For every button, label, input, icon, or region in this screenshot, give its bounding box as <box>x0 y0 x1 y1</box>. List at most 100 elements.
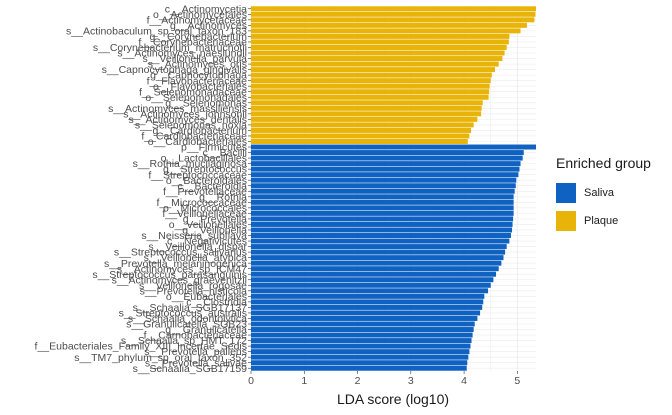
bar <box>251 260 502 266</box>
y-tick-label: s__Prevotella_pallens <box>144 346 247 358</box>
bar <box>251 299 484 305</box>
x-tick-label: 5 <box>514 375 520 387</box>
y-tick-label: g__Cardiobacterium <box>152 125 247 137</box>
y-tick-label: s__Veillonella_parvula <box>143 53 248 65</box>
bar <box>251 288 489 294</box>
y-tick-label: s__Actinomyces_sp_ICM47 <box>117 263 247 275</box>
bar <box>251 105 482 111</box>
bar <box>251 22 527 28</box>
y-tick-label: o__Micrococcales <box>163 202 247 214</box>
bar <box>251 233 511 238</box>
bar <box>251 277 494 283</box>
y-tick-label: g__Actinomyces <box>170 20 247 32</box>
y-tick-label: c__Bacteroidia <box>178 180 248 192</box>
legend-swatch-saliva <box>556 183 576 203</box>
bar <box>251 255 504 261</box>
y-tick-label: s__Streptococcus_salivarius <box>114 247 247 259</box>
y-tick-label: g__Selenomonas <box>165 97 247 109</box>
bar <box>251 72 492 78</box>
x-axis: 0 1 2 3 4 5 <box>248 371 520 387</box>
bar <box>251 360 468 366</box>
bar <box>251 50 505 56</box>
bar <box>251 221 513 227</box>
bar <box>251 188 515 194</box>
bar <box>251 139 468 144</box>
y-tick-label: g__Granulicatella <box>165 324 247 336</box>
bar <box>251 89 490 95</box>
bar <box>251 94 489 100</box>
y-tick-label: s__Prevotella_histicola <box>140 285 248 297</box>
y-tick-label: s__Rothia_mucilaginosa <box>133 158 248 170</box>
y-tick-label: c__Clostridia <box>186 296 247 308</box>
x-axis-label: LDA score (log10) <box>337 391 449 407</box>
y-tick-label: s__Veillonella_atypica <box>144 252 247 264</box>
bars <box>251 6 536 371</box>
x-tick-label: 1 <box>301 375 307 387</box>
bar <box>251 127 472 133</box>
bar <box>251 365 467 371</box>
bar <box>251 172 519 178</box>
bar <box>251 210 514 216</box>
y-tick-label: o__Eubacteriales <box>166 291 247 303</box>
bar <box>251 17 535 23</box>
y-tick-label: o__Lactobacillales <box>161 153 247 165</box>
bar <box>251 150 524 156</box>
legend-item-saliva: Saliva <box>556 179 651 207</box>
bar <box>251 216 514 222</box>
bar <box>251 266 499 272</box>
legend-swatch-plaque <box>556 211 576 231</box>
bar <box>251 310 481 316</box>
legend-label-plaque: Plaque <box>584 215 619 227</box>
y-tick-label: s__Veillonella_rogosae <box>139 280 247 292</box>
y-tick-labels: c__Actinomycetiao__Actinomycetalesf__Act… <box>35 3 251 375</box>
y-tick-label: s__Granulicatella_SGB23 <box>126 319 247 331</box>
y-tick-label: f__Flavobacteriaceae <box>147 75 248 87</box>
bar <box>251 321 475 327</box>
legend-title: Enriched group <box>556 155 651 171</box>
bar <box>251 315 478 321</box>
y-tick-label: s__TM7_phylum_sp_oral_taxon_352 <box>74 352 247 364</box>
y-tick-label: c__Actinomycetia <box>165 3 247 15</box>
legend-label-saliva: Saliva <box>584 187 614 199</box>
y-tick-label: s__Actinomyces_dentalis <box>129 114 247 126</box>
y-tick-label: f__Veillonellaceae <box>162 208 247 220</box>
bar <box>251 39 509 45</box>
bar <box>251 28 521 34</box>
bar <box>251 194 514 200</box>
y-tick-label: o__Veillonellales <box>169 219 247 231</box>
y-tick-label: s__Corynebacterium_matruchotii <box>93 42 247 54</box>
bar <box>251 144 536 150</box>
y-tick-label: o__Flavobacteriales <box>153 81 247 93</box>
y-tick-label: g__Capnocytophaga <box>150 70 247 82</box>
plot-panel <box>251 6 536 371</box>
y-tick-label: s__Actinomyces_johnsonii <box>123 108 247 120</box>
bar <box>251 304 483 310</box>
y-tick-label: c__Bacilli <box>203 147 247 159</box>
y-tick-label: s__Schaalia_SGB17137 <box>133 302 248 314</box>
y-tick-label: s__Capnocytophaga_gingivalis <box>102 64 247 76</box>
y-tick-label: f__Prevotellaceae <box>163 186 247 198</box>
legend-item-plaque: Plaque <box>556 207 651 235</box>
y-tick-label: s__Actinomyces_naeslundii <box>117 48 247 60</box>
y-tick-label: s__Actinobaculum_sp_oral_taxon_183 <box>66 25 247 37</box>
bar <box>251 338 472 344</box>
bar <box>251 343 471 349</box>
bar <box>251 155 523 161</box>
bar <box>251 61 499 67</box>
bar <box>251 244 507 250</box>
y-tick-label: s__Schaalia_SGB17159 <box>133 363 248 375</box>
bar <box>251 205 514 211</box>
y-tick-label: o__Bacteroidales <box>166 175 247 187</box>
y-tick-label: g__Veillonella <box>182 225 247 237</box>
bar <box>251 133 470 139</box>
bar <box>251 166 520 172</box>
x-tick-label: 4 <box>461 375 467 387</box>
y-tick-label: f__Actinomycetaceae <box>147 14 248 26</box>
y-tick-label: f__Streptococcaceae <box>148 169 247 181</box>
y-tick-label: f__Selenomonadaceae <box>139 86 247 98</box>
bar <box>251 332 473 338</box>
y-tick-label: o__Selenomonadales <box>145 92 247 104</box>
y-tick-label: s__Selenomonas_noxia <box>135 120 247 132</box>
y-tick-label: f__Micrococcaceae <box>157 197 248 209</box>
